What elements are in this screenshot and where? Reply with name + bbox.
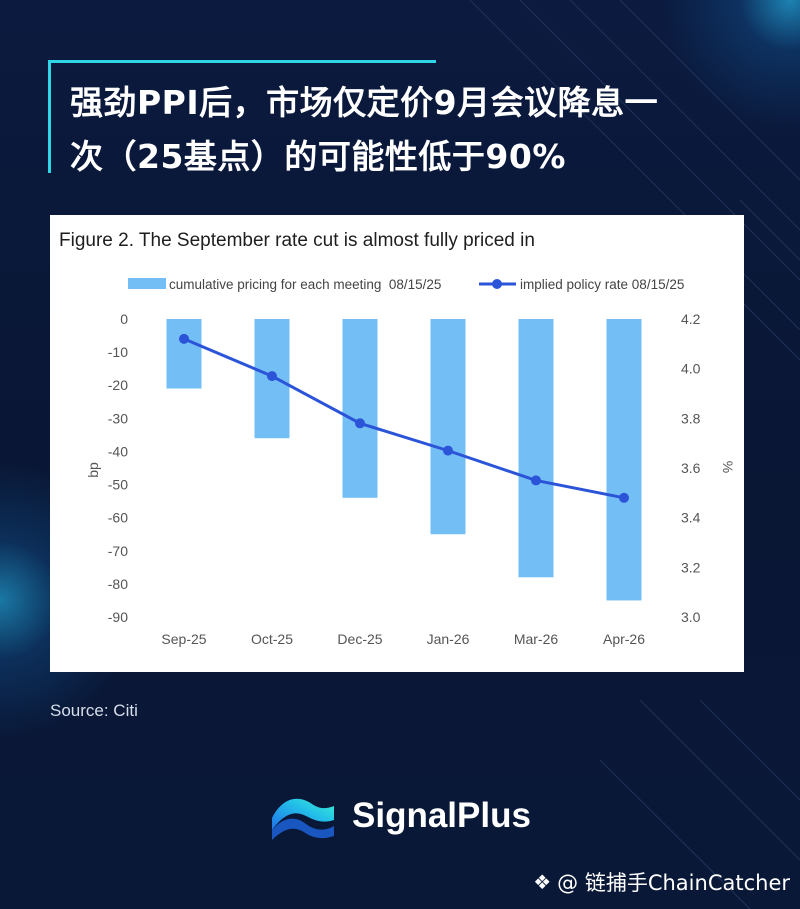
watermark-text: @ 链捕手ChainCatcher — [557, 871, 790, 895]
brand-name: SignalPlus — [352, 796, 531, 835]
line-point — [179, 333, 189, 344]
line-point — [267, 371, 277, 382]
line-point — [355, 418, 365, 429]
chart: Figure 2. The September rate cut is almo… — [59, 230, 736, 647]
y-tick-label: -40 — [108, 443, 128, 459]
y-tick-label: -10 — [108, 344, 128, 360]
y2-tick-label: 3.8 — [681, 410, 701, 426]
x-tick-label: Mar-26 — [514, 631, 559, 647]
y-axis-label: bp — [85, 462, 101, 478]
bar — [166, 319, 202, 389]
x-tick-label: Dec-25 — [337, 631, 382, 647]
y-tick-label: -90 — [108, 609, 128, 625]
bar — [430, 319, 466, 535]
y-tick-label: -30 — [108, 410, 128, 426]
brand: SignalPlus — [268, 790, 531, 842]
y-tick-label: -50 — [108, 477, 128, 493]
y-tick-label: -20 — [108, 377, 128, 393]
x-tick-label: Apr-26 — [603, 631, 645, 647]
legend-line-marker — [492, 279, 502, 289]
x-tick-label: Jan-26 — [427, 631, 470, 647]
signalplus-logo-icon — [272, 798, 334, 840]
y-tick-label: -80 — [108, 576, 128, 592]
y-tick-label: 0 — [120, 311, 128, 327]
x-tick-label: Sep-25 — [161, 631, 206, 647]
y2-tick-label: 4.2 — [681, 311, 701, 327]
y2-tick-label: 3.4 — [681, 510, 701, 526]
y-tick-label: -70 — [108, 543, 128, 559]
title-line-1: 强劲PPI后，市场仅定价9月会议降息一 — [70, 83, 659, 122]
bar — [342, 319, 378, 498]
y2-axis-label: % — [720, 461, 736, 473]
axes: 0 -10 -20 -30 -40 -50 -60 -70 -80 -90 4.2 4.0 3.8 3.6… — [85, 311, 736, 647]
watermark: ❖ @ 链捕手ChainCatcher — [533, 867, 790, 897]
title-frame — [48, 60, 436, 173]
line-series — [179, 333, 629, 503]
title-line-2: 次（25基点）的可能性低于90% — [70, 137, 566, 176]
series-line — [183, 337, 625, 500]
legend-line-label: implied policy rate 08/15/25 — [520, 277, 684, 292]
bar-series — [166, 319, 642, 601]
line-point — [443, 445, 453, 456]
line-point — [531, 475, 541, 486]
y2-tick-label: 3.0 — [681, 609, 701, 625]
chart-card: Figure 2. The September rate cut is almo… — [50, 215, 744, 672]
legend: cumulative pricing for each meeting 08/1… — [128, 277, 684, 292]
x-tick-label: Oct-25 — [251, 631, 293, 647]
legend-bar-swatch — [128, 278, 166, 289]
chart-title: Figure 2. The September rate cut is almo… — [59, 230, 535, 251]
line-point — [619, 492, 629, 503]
diamond-icon: ❖ — [533, 870, 552, 894]
y2-tick-label: 3.2 — [681, 559, 701, 575]
y2-tick-label: 4.0 — [681, 361, 701, 377]
legend-bar-label: cumulative pricing for each meeting 08/1… — [169, 277, 441, 292]
source-note: Source: Citi — [50, 701, 138, 720]
page-title: 强劲PPI后，市场仅定价9月会议降息一 次（25基点）的可能性低于90% — [70, 76, 770, 184]
y-tick-label: -60 — [108, 510, 128, 526]
bar — [518, 319, 554, 578]
bar — [606, 319, 642, 601]
y2-tick-label: 3.6 — [681, 460, 701, 476]
